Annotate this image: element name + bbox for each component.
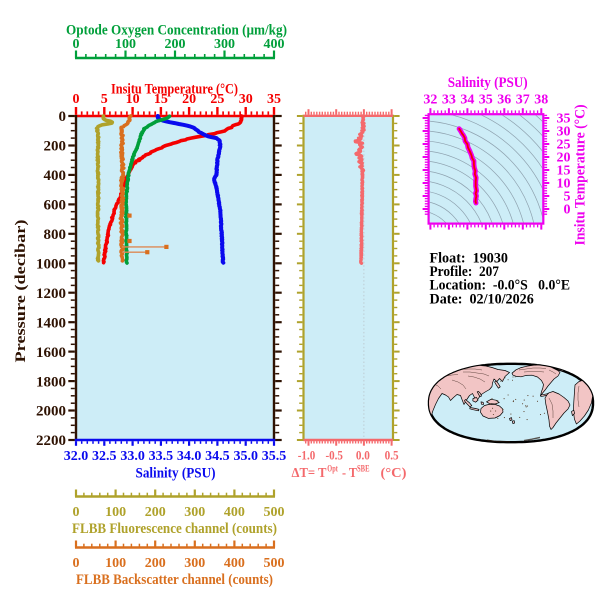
svg-text:300: 300 — [214, 37, 235, 52]
svg-text:1200: 1200 — [36, 286, 66, 302]
svg-text:32: 32 — [423, 93, 437, 108]
svg-text:0: 0 — [73, 92, 80, 107]
svg-text:800: 800 — [44, 227, 67, 243]
svg-text:10: 10 — [126, 92, 140, 107]
svg-text:200: 200 — [165, 37, 186, 52]
svg-text:Opt: Opt — [327, 465, 338, 475]
svg-text:Profile: 207: Profile: 207 — [430, 264, 500, 280]
svg-text:- T: - T — [342, 466, 358, 481]
svg-text:100: 100 — [115, 37, 136, 52]
svg-text:Salinity (PSU): Salinity (PSU) — [448, 75, 528, 91]
svg-text:FLBB Fluorescence channel (cou: FLBB Fluorescence channel (counts) — [72, 521, 277, 537]
svg-text:32.5: 32.5 — [92, 449, 117, 464]
svg-text:1600: 1600 — [36, 345, 66, 361]
svg-text:15: 15 — [557, 164, 571, 179]
svg-text:1800: 1800 — [36, 374, 66, 390]
svg-text:35: 35 — [479, 93, 493, 108]
svg-text:37: 37 — [516, 93, 530, 108]
svg-text:34.5: 34.5 — [205, 449, 230, 464]
svg-text:35.0: 35.0 — [233, 449, 258, 464]
svg-text:Float: 19030: Float: 19030 — [430, 250, 509, 266]
svg-text:0.0: 0.0 — [356, 447, 370, 462]
svg-text:1400: 1400 — [36, 315, 66, 331]
svg-text:15: 15 — [154, 92, 168, 107]
svg-text:38: 38 — [534, 93, 548, 108]
svg-text:600: 600 — [44, 198, 67, 214]
svg-text:0: 0 — [73, 37, 80, 52]
svg-text:ΔT= T: ΔT= T — [292, 466, 328, 481]
svg-text:30: 30 — [557, 125, 571, 140]
svg-text:200: 200 — [145, 556, 166, 571]
svg-text:0: 0 — [564, 203, 571, 218]
svg-text:Insitu Temperature (°C): Insitu Temperature (°C) — [111, 81, 238, 97]
svg-text:400: 400 — [224, 505, 245, 520]
svg-text:33.0: 33.0 — [120, 449, 145, 464]
svg-text:FLBB Backscatter channel (coun: FLBB Backscatter channel (counts) — [76, 572, 273, 588]
svg-text:35: 35 — [267, 92, 281, 107]
svg-text:Optode Oxygen Concentration (µ: Optode Oxygen Concentration (µm/kg) — [66, 22, 287, 38]
svg-text:2200: 2200 — [36, 433, 66, 449]
svg-text:200: 200 — [44, 139, 67, 155]
svg-text:Pressure (decibar): Pressure (decibar) — [13, 220, 29, 363]
svg-text:10: 10 — [557, 177, 571, 192]
svg-text:(°C): (°C) — [381, 466, 407, 481]
svg-text:400: 400 — [44, 168, 67, 184]
svg-text:Salinity (PSU): Salinity (PSU) — [136, 465, 216, 481]
svg-text:500: 500 — [264, 556, 285, 571]
svg-text:1000: 1000 — [36, 257, 66, 273]
svg-text:20: 20 — [182, 92, 196, 107]
svg-text:0: 0 — [73, 505, 80, 520]
svg-text:100: 100 — [105, 505, 126, 520]
svg-text:0: 0 — [73, 556, 80, 571]
svg-text:-1.0: -1.0 — [298, 447, 316, 462]
svg-text:5: 5 — [101, 92, 108, 107]
svg-text:Insitu Temperature (°C): Insitu Temperature (°C) — [573, 105, 589, 246]
svg-text:34.0: 34.0 — [177, 449, 202, 464]
svg-text:36: 36 — [497, 93, 511, 108]
svg-text:35: 35 — [557, 112, 571, 127]
svg-text:34: 34 — [460, 93, 474, 108]
svg-text:35.5: 35.5 — [262, 449, 287, 464]
svg-text:SBE: SBE — [357, 465, 370, 475]
svg-text:100: 100 — [105, 556, 126, 571]
svg-text:400: 400 — [264, 37, 285, 52]
svg-text:-0.5: -0.5 — [325, 447, 343, 462]
svg-text:32.0: 32.0 — [64, 449, 89, 464]
svg-text:30: 30 — [239, 92, 253, 107]
svg-text:300: 300 — [184, 505, 205, 520]
svg-text:Date: 02/10/2026: Date: 02/10/2026 — [430, 291, 535, 307]
svg-text:33: 33 — [442, 93, 456, 108]
svg-text:500: 500 — [264, 505, 285, 520]
svg-text:0.5: 0.5 — [385, 447, 399, 462]
svg-text:25: 25 — [210, 92, 224, 107]
svg-text:0: 0 — [59, 109, 67, 125]
svg-text:300: 300 — [184, 556, 205, 571]
svg-text:5: 5 — [564, 190, 571, 205]
svg-text:20: 20 — [557, 151, 571, 166]
svg-text:2000: 2000 — [36, 404, 66, 420]
svg-text:Location: -0.0°S 0.0°E: Location: -0.0°S 0.0°E — [430, 278, 571, 294]
svg-text:25: 25 — [557, 138, 571, 153]
svg-text:400: 400 — [224, 556, 245, 571]
svg-text:200: 200 — [145, 505, 166, 520]
svg-text:33.5: 33.5 — [149, 449, 174, 464]
